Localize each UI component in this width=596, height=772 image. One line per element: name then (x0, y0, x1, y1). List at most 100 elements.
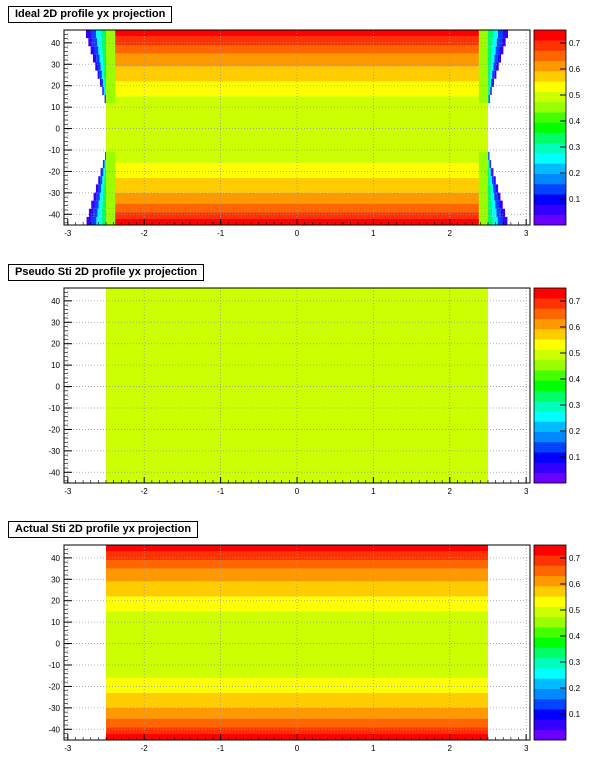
heatmap-cell (101, 78, 103, 87)
heatmap-cell (106, 216, 116, 225)
y-tick-label: 0 (56, 640, 61, 649)
color-scale-cell (534, 132, 566, 144)
heatmap-cell (491, 176, 494, 185)
heatmap-cell (478, 78, 488, 87)
heatmap-cell (495, 46, 500, 55)
z-tick-label: 0.6 (569, 580, 581, 589)
heatmap-cell (105, 86, 107, 95)
y-tick-label: 40 (51, 39, 60, 48)
heatmap-cell (105, 151, 107, 160)
heatmap-cell (492, 216, 498, 225)
heatmap-cell (495, 200, 500, 209)
heatmap-cell (106, 38, 116, 47)
color-scale-cell (534, 71, 566, 82)
x-tick-label: -2 (141, 229, 149, 238)
heatmap-cell (478, 160, 488, 169)
heatmap-cell (100, 62, 104, 71)
heatmap-cell (487, 86, 489, 95)
y-tick-label: -40 (48, 468, 60, 477)
heatmap-cell (496, 208, 501, 217)
color-scale-cell (534, 204, 566, 216)
z-tick-label: 0.4 (569, 375, 581, 384)
y-tick-label: 20 (51, 597, 60, 606)
chart-pseudo: -3 -2 -1 0 1 2 3-40-30-20-100102030400.10.20.3… (48, 287, 581, 496)
color-scale-cell (534, 112, 566, 123)
x-tick-label: 2 (448, 229, 453, 238)
z-tick-label: 0.6 (569, 65, 581, 74)
z-tick-label: 0.7 (569, 39, 581, 48)
heatmap-cell (85, 30, 91, 39)
x-tick-label: -1 (217, 229, 225, 238)
color-scale-cell (534, 452, 566, 463)
heatmap-cell (478, 46, 488, 55)
color-scale-cell (534, 40, 566, 51)
heatmap-cell (478, 216, 488, 225)
z-tick-label: 0.4 (569, 632, 581, 641)
heatmap-cell (106, 86, 116, 95)
heatmap-cell (106, 208, 116, 217)
heatmap-cell (103, 168, 105, 177)
color-scale-cell (534, 288, 566, 299)
heatmap-cell (106, 184, 116, 193)
heatmap-cell (487, 62, 491, 71)
color-scale-cell (534, 101, 566, 113)
heatmap-cell (104, 78, 107, 87)
heatmap-cell (106, 176, 116, 185)
heatmap-cell (106, 30, 116, 39)
heatmap-cell (106, 62, 116, 71)
heatmap-band (106, 560, 488, 569)
z-tick-label: 0.1 (569, 453, 581, 462)
heatmap-cell (93, 208, 98, 217)
heatmap-cell (498, 30, 504, 39)
heatmap-cell (103, 184, 107, 193)
x-tick-label: -1 (217, 487, 225, 496)
color-scale-cell (534, 359, 566, 371)
x-tick-label: 3 (524, 744, 529, 753)
heatmap-cell (489, 95, 490, 104)
heatmap-band (106, 212, 488, 219)
y-tick-label: 40 (51, 554, 60, 563)
color-scale-cell (534, 441, 566, 453)
color-scale-cell (534, 339, 566, 350)
heatmap-cell (101, 208, 107, 217)
heatmap-cell (103, 86, 105, 95)
heatmap-cell (98, 46, 103, 55)
heatmap-cell (489, 168, 491, 177)
heatmap-cell (94, 46, 99, 55)
heatmap-cell (493, 176, 496, 185)
heatmap-cell (487, 192, 492, 201)
z-tick-label: 0.3 (569, 143, 581, 152)
heatmap-cell (101, 30, 107, 39)
heatmap-band (106, 692, 488, 708)
heatmap-cell (98, 176, 101, 185)
color-scale-cell (534, 298, 566, 309)
x-tick-label: -3 (64, 229, 72, 238)
x-tick-label: -3 (64, 744, 72, 753)
heatmap-cell (103, 70, 107, 79)
x-tick-label: 2 (448, 744, 453, 753)
y-tick-label: 20 (51, 82, 60, 91)
y-tick-label: 10 (51, 103, 60, 112)
heatmap-cell (102, 78, 105, 87)
color-scale-cell (534, 183, 566, 195)
heatmap-cell (105, 160, 107, 169)
x-tick-label: 1 (371, 229, 376, 238)
color-scale-cell (534, 390, 566, 402)
heatmap-cell (487, 70, 491, 79)
y-tick-label: -20 (48, 167, 60, 176)
heatmap-cell (491, 192, 495, 201)
x-tick-label: 1 (371, 744, 376, 753)
heatmap-cell (101, 168, 104, 177)
heatmap-cell (488, 151, 490, 160)
heatmap-cell (496, 38, 502, 47)
panel-actual: -3 -2 -1 0 1 2 3 -40 -30 -20 -10 0 10 20 30 40 0.1 0.2 0.3… (0, 515, 596, 772)
heatmap-cell (97, 38, 102, 47)
heatmap-cell (104, 176, 107, 185)
heatmap-cell (494, 70, 497, 79)
heatmap-cell (487, 184, 491, 193)
heatmap-band (106, 551, 488, 560)
heatmap-cell (106, 151, 116, 160)
heatmap-cell (102, 54, 107, 63)
heatmap-cell (489, 86, 491, 95)
color-scale-cell (534, 349, 566, 361)
